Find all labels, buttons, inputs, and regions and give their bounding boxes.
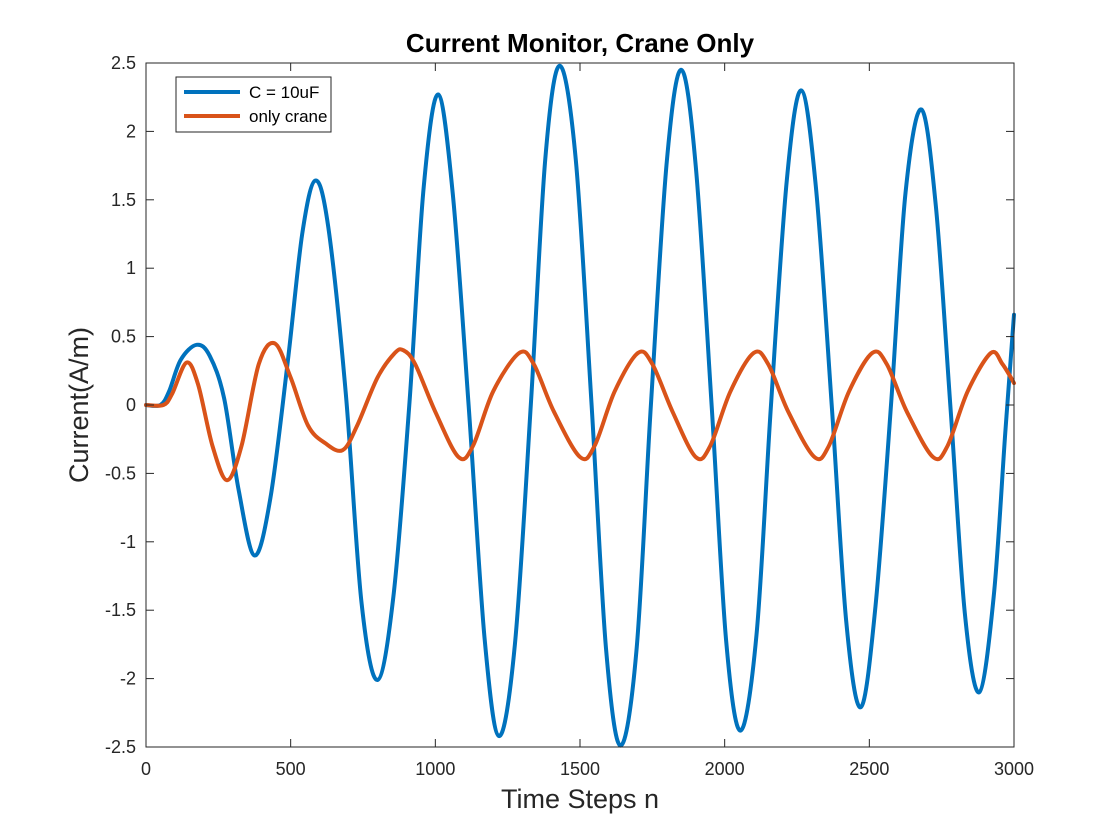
y-tick-label: 0 [126, 395, 136, 415]
x-tick-label: 0 [141, 759, 151, 779]
x-tick-label: 2500 [849, 759, 889, 779]
x-tick-label: 3000 [994, 759, 1034, 779]
series-layer [144, 63, 1016, 748]
series-line-1 [144, 63, 1016, 748]
y-tick-label: 1.5 [111, 190, 136, 210]
y-tick-label: -0.5 [105, 463, 136, 483]
legend-label-series-2: only crane [249, 107, 327, 126]
y-axis-label: Current(A/m) [64, 327, 94, 483]
plot-area [146, 63, 1014, 747]
legend: C = 10uF only crane [175, 76, 332, 133]
x-axis-label: Time Steps n [501, 784, 659, 814]
x-tick-label: 1000 [415, 759, 455, 779]
y-tick-label: -2 [120, 669, 136, 689]
x-tick-label: 1500 [560, 759, 600, 779]
legend-box [175, 76, 332, 133]
x-tick-label: 2000 [705, 759, 745, 779]
y-tick-label: 2.5 [111, 53, 136, 73]
y-tick-label: -2.5 [105, 737, 136, 757]
y-tick-label: 2 [126, 121, 136, 141]
x-axis: 0 500 1000 1500 2000 2500 3000 [141, 63, 1034, 779]
y-tick-label: -1 [120, 532, 136, 552]
legend-label-series-1: C = 10uF [249, 83, 319, 102]
chart-title: Current Monitor, Crane Only [406, 28, 755, 58]
y-tick-label: 1 [126, 258, 136, 278]
y-tick-label: -1.5 [105, 600, 136, 620]
x-tick-label: 500 [276, 759, 306, 779]
series-line-2 [144, 340, 1016, 483]
y-tick-label: 0.5 [111, 327, 136, 347]
y-axis: 2.5 2 1.5 1 0.5 0 -0.5 -1 -1.5 -2 -2.5 [105, 53, 1014, 757]
